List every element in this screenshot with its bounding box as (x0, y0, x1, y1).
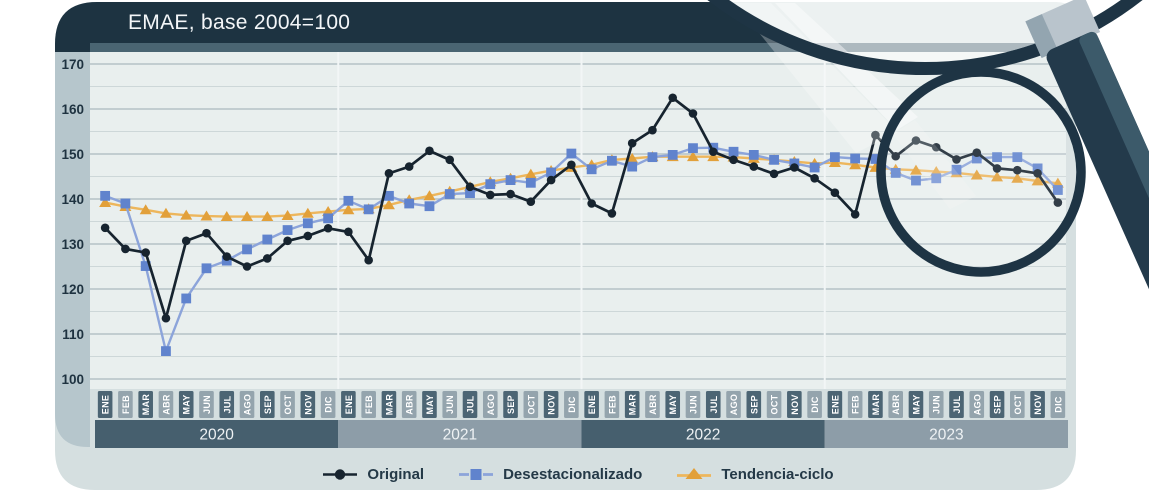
svg-text:120: 120 (61, 282, 84, 297)
svg-text:ABR: ABR (161, 394, 171, 415)
magnifier-handle (1025, 0, 1149, 297)
magnifier-illustration (707, 0, 1149, 297)
svg-text:2021: 2021 (443, 427, 477, 444)
svg-text:AGO: AGO (486, 394, 496, 415)
gridlines (90, 52, 1066, 389)
svg-text:170: 170 (61, 57, 84, 72)
svg-text:2023: 2023 (929, 427, 963, 444)
svg-text:2020: 2020 (199, 427, 234, 444)
svg-text:OCT: OCT (1013, 394, 1023, 414)
year-axis: 2020 2021 2022 2023 (95, 420, 1068, 448)
handle-shaft (1046, 32, 1149, 297)
legend-item-desestacionalizado: Desestacionalizado (458, 466, 642, 483)
svg-text:JUN: JUN (932, 395, 942, 414)
svg-text:FEB: FEB (121, 395, 131, 414)
svg-text:SEP: SEP (506, 395, 516, 414)
svg-text:DIC: DIC (1053, 396, 1063, 413)
svg-text:SEP: SEP (993, 395, 1003, 414)
svg-text:NOV: NOV (1033, 394, 1043, 414)
svg-text:ENE: ENE (344, 395, 354, 414)
svg-text:OCT: OCT (770, 394, 780, 414)
svg-text:ABR: ABR (648, 394, 658, 415)
line-triangle-icon (677, 467, 712, 479)
svg-text:FEB: FEB (364, 395, 374, 414)
svg-text:AGO: AGO (972, 394, 982, 415)
month-axis: ENE FEB MAR ABR MAY JUN JUL AGO SEP OCT NOV DIC ENE F… (97, 391, 1066, 418)
dashed-line-square-icon (459, 468, 494, 480)
svg-text:NOV: NOV (790, 394, 800, 414)
svg-text:JUL: JUL (952, 395, 962, 413)
chart-legend: Original Desestacionalizado Tendencia-ci… (90, 459, 1066, 489)
svg-text:MAY: MAY (425, 394, 435, 414)
svg-text:2022: 2022 (686, 427, 720, 444)
small-lens-glass (886, 77, 1076, 267)
svg-text:NOV: NOV (547, 394, 557, 414)
svg-text:ENE: ENE (830, 395, 840, 414)
svg-text:JUL: JUL (222, 395, 232, 413)
svg-text:ENE: ENE (587, 395, 597, 414)
svg-text:DIC: DIC (810, 396, 820, 413)
series-desestacionalizado (100, 142, 1063, 356)
svg-text:NOV: NOV (303, 394, 313, 414)
svg-text:OCT: OCT (526, 394, 536, 414)
svg-text:DIC: DIC (567, 396, 577, 413)
y-axis-column (55, 52, 90, 447)
big-lens-rim (707, 0, 1143, 75)
big-lens-glass (729, 0, 1121, 62)
svg-text:FEB: FEB (851, 395, 861, 414)
svg-text:110: 110 (62, 327, 84, 342)
legend-item-tendencia-ciclo: Tendencia-ciclo (676, 465, 834, 483)
y-axis-labels: 170 160 150 140 130 120 110 100 (61, 57, 84, 387)
chart-top-bar (90, 43, 1066, 52)
legend-label: Original (367, 465, 425, 483)
svg-text:JUN: JUN (688, 395, 698, 414)
legend-label: Desestacionalizado (503, 465, 643, 483)
svg-text:130: 130 (61, 237, 84, 252)
svg-text:ABR: ABR (891, 394, 901, 415)
svg-text:DIC: DIC (324, 396, 334, 413)
small-lens-rim (876, 67, 1086, 277)
svg-text:JUN: JUN (202, 395, 212, 414)
svg-text:FEB: FEB (607, 395, 617, 414)
svg-text:JUL: JUL (709, 395, 719, 413)
legend-label: Tendencia-ciclo (721, 465, 834, 483)
svg-text:JUL: JUL (466, 395, 476, 413)
svg-text:100: 100 (61, 372, 84, 387)
svg-text:MAR: MAR (628, 394, 638, 416)
svg-text:MAR: MAR (141, 394, 151, 416)
svg-text:MAR: MAR (384, 394, 394, 416)
legend-item-original: Original (322, 466, 424, 483)
svg-text:160: 160 (61, 102, 84, 117)
svg-text:ENE: ENE (101, 395, 111, 414)
svg-text:OCT: OCT (283, 394, 293, 414)
svg-text:140: 140 (61, 192, 84, 207)
svg-text:MAR: MAR (871, 394, 881, 416)
svg-text:AGO: AGO (729, 394, 739, 415)
svg-text:SEP: SEP (263, 395, 273, 414)
svg-text:JUN: JUN (445, 395, 455, 414)
svg-text:150: 150 (61, 147, 84, 162)
lens-glare-streak (893, 120, 976, 209)
svg-text:AGO: AGO (243, 394, 253, 415)
svg-text:MAY: MAY (911, 394, 921, 414)
lens-glare-streak (775, 3, 918, 130)
svg-text:MAY: MAY (668, 394, 678, 414)
series-original (100, 93, 1063, 323)
svg-text:ABR: ABR (405, 394, 415, 415)
svg-text:SEP: SEP (749, 395, 759, 414)
original-line-dot-icon (323, 468, 358, 480)
svg-text:MAY: MAY (182, 394, 192, 414)
chart-title: EMAE, base 2004=100 (128, 11, 351, 34)
